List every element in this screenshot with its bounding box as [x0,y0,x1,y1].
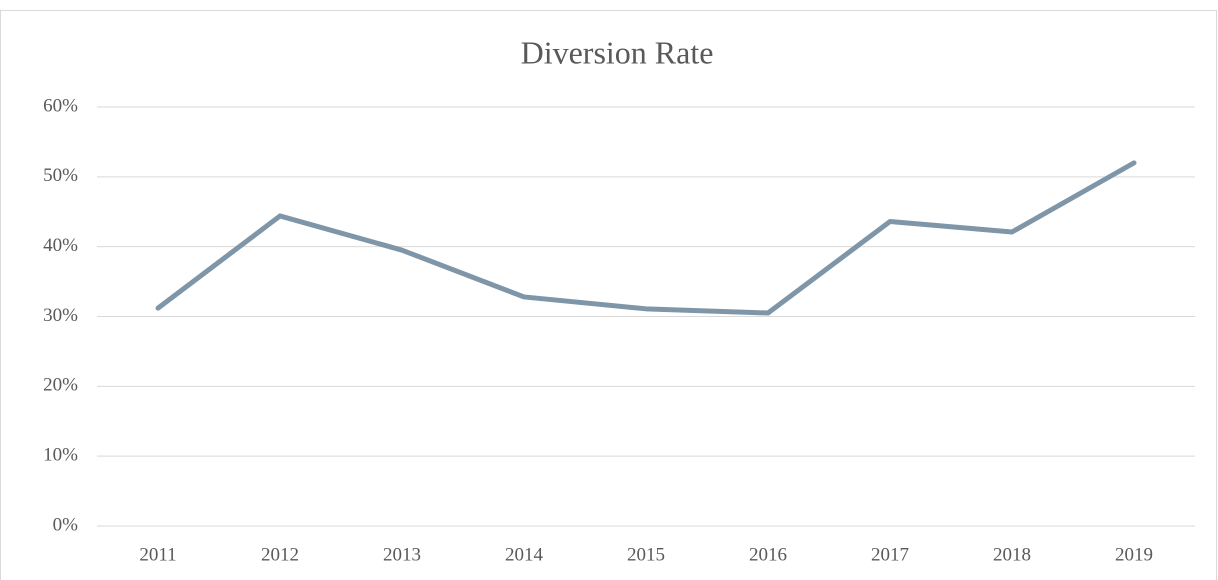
y-tick-label: 60% [43,95,78,116]
x-tick-label: 2016 [749,544,787,565]
y-tick-label: 10% [43,445,78,466]
y-tick-label: 20% [43,375,78,396]
x-tick-label: 2011 [139,544,176,565]
y-tick-label: 30% [43,305,78,326]
y-tick-label: 50% [43,165,78,186]
chart-title: Diversion Rate [521,34,714,70]
x-tick-label: 2012 [261,544,299,565]
x-tick-label: 2018 [993,544,1031,565]
x-tick-label: 2017 [871,544,909,565]
x-tick-label: 2015 [627,544,665,565]
data-line [155,160,1137,316]
x-tick-label: 2019 [1115,544,1153,565]
y-tick-label: 0% [53,514,79,535]
y-tick-label: 40% [43,235,78,256]
x-tick-label: 2014 [505,544,544,565]
x-tick-label: 2013 [383,544,421,565]
chart-border [0,10,1217,580]
